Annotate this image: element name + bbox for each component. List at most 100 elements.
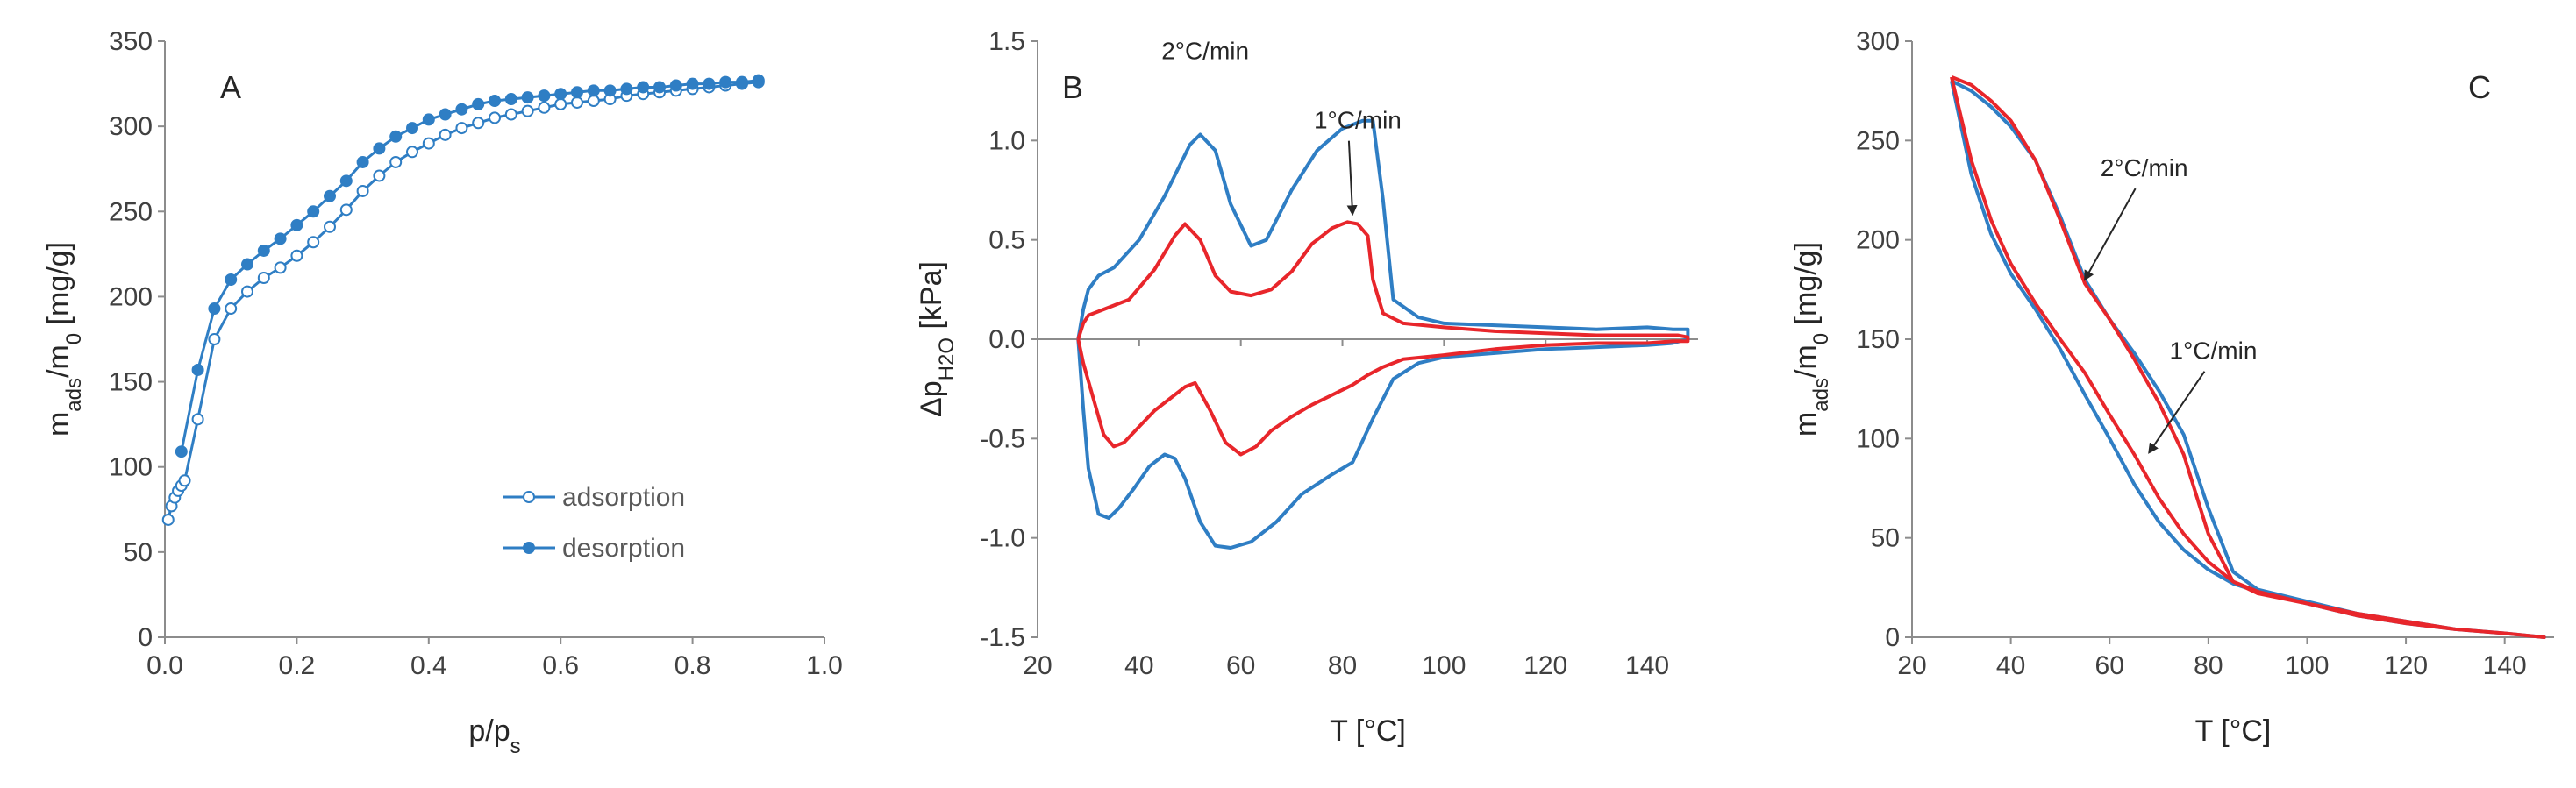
data-point-desorption: [571, 86, 583, 99]
data-point-adsorption: [241, 285, 253, 298]
x-tick-label: 40: [1996, 651, 2025, 680]
data-point-desorption: [439, 108, 452, 121]
data-point-desorption: [241, 258, 253, 271]
data-point-desorption: [521, 91, 534, 104]
data-point-desorption: [620, 82, 633, 96]
data-point-desorption: [389, 130, 403, 143]
data-point-desorption: [356, 155, 369, 168]
x-tick-label: 0.4: [410, 651, 447, 680]
data-point-adsorption: [489, 111, 501, 124]
legend-label: adsorption: [562, 483, 685, 512]
data-point-adsorption: [554, 97, 567, 110]
annotation-label: 1°C/min: [1314, 107, 1402, 134]
data-point-desorption: [686, 77, 699, 90]
data-point-desorption: [538, 89, 551, 103]
x-tick-label: 140: [2483, 651, 2527, 680]
y-tick-label: 0: [1885, 623, 1900, 652]
annotation-arrow: [2148, 371, 2206, 454]
y-tick-label: 300: [109, 112, 153, 141]
x-tick-label: 140: [1625, 651, 1669, 680]
chart-panel-c: 0 50 100 150 200 250 300 20 40 60 80 100 120 140 T [°C…: [1789, 27, 2554, 748]
data-point-adsorption: [178, 474, 191, 487]
data-point-adsorption: [538, 101, 551, 114]
x-tick-label: 40: [1124, 651, 1153, 680]
x-tick-label: 80: [1328, 651, 1357, 680]
y-tick-label: -1.0: [980, 524, 1025, 553]
x-tick-label: 120: [2384, 651, 2428, 680]
y-tick-label: 150: [1856, 325, 1900, 354]
x-tick-label: 100: [2285, 651, 2329, 680]
data-point-desorption: [307, 205, 320, 218]
data-point-adsorption: [504, 108, 517, 121]
data-point-desorption: [504, 93, 517, 106]
y-tick-label: 250: [109, 197, 153, 226]
chart-panel-a: 0 50 100 150 200 250 300 350 0.0 0.2 0.4 0.6 0.8 1.0 p…: [42, 27, 843, 758]
data-point-adsorption: [274, 261, 287, 274]
data-point-desorption: [472, 97, 485, 110]
data-point-desorption: [603, 84, 617, 97]
x-axis-title: T [°C]: [2195, 714, 2272, 748]
data-point-adsorption: [587, 95, 600, 107]
data-point-adsorption: [339, 203, 353, 217]
data-point-adsorption: [307, 236, 320, 249]
x-tick-label: 0.0: [146, 651, 183, 680]
data-point-desorption: [669, 79, 682, 92]
data-point-desorption: [290, 218, 303, 231]
data-point-adsorption: [356, 184, 369, 197]
annotation-label: 1°C/min: [2170, 337, 2258, 365]
data-point-adsorption: [373, 169, 386, 182]
y-tick-label: 150: [109, 368, 153, 397]
data-point-desorption: [257, 244, 270, 257]
y-tick-label: 300: [1856, 27, 1900, 56]
data-point-desorption: [653, 81, 666, 94]
y-tick-label: -0.5: [980, 424, 1025, 453]
data-point-adsorption: [389, 155, 403, 168]
data-point-adsorption: [161, 513, 175, 526]
data-point-desorption: [324, 189, 336, 202]
data-point-adsorption: [439, 128, 452, 141]
annotation-label: 2°C/min: [2101, 154, 2188, 181]
legend-label: desorption: [562, 534, 685, 563]
y-axis-title: ΔpH2O [kPa]: [915, 261, 959, 417]
data-point-desorption: [752, 74, 765, 87]
data-point-adsorption: [257, 272, 270, 285]
y-tick-label: 1.5: [988, 27, 1025, 56]
x-tick-label: 120: [1523, 651, 1567, 680]
x-tick-label: 0.8: [674, 651, 711, 680]
x-tick-label: 1.0: [806, 651, 843, 680]
data-point-desorption: [703, 77, 716, 90]
data-point-adsorption: [324, 220, 336, 233]
y-tick-label: 100: [1856, 424, 1900, 453]
x-tick-label: 100: [1422, 651, 1466, 680]
data-point-adsorption: [521, 104, 534, 117]
data-point-adsorption: [208, 333, 221, 345]
x-tick-label: 80: [2194, 651, 2223, 680]
data-point-desorption: [208, 302, 221, 316]
data-point-desorption: [455, 103, 468, 116]
y-tick-label: 0.5: [988, 226, 1025, 255]
y-tick-label: 200: [109, 282, 153, 311]
panel-label: B: [1062, 69, 1083, 105]
data-point-desorption: [175, 445, 188, 458]
data-point-desorption: [489, 95, 501, 107]
data-point-adsorption: [455, 122, 468, 135]
y-tick-label: 200: [1856, 226, 1900, 255]
series-line-adsorption: [167, 81, 759, 521]
y-tick-label: 250: [1856, 126, 1900, 155]
annotation-arrow: [2084, 188, 2137, 281]
y-axis-title: mads/m0 [mg/g]: [42, 242, 86, 437]
y-tick-label: 1.0: [988, 126, 1025, 155]
panel-label: C: [2468, 69, 2491, 105]
data-point-adsorption: [290, 249, 303, 262]
panel-label: A: [220, 69, 241, 105]
data-point-desorption: [422, 113, 435, 126]
annotation-arrow: [1346, 140, 1358, 217]
y-tick-label: 0.0: [988, 325, 1025, 354]
data-point-desorption: [406, 122, 418, 135]
data-point-desorption: [587, 84, 600, 97]
legend-marker: [523, 542, 535, 554]
y-tick-label: 350: [109, 27, 153, 56]
x-tick-label: 0.6: [542, 651, 579, 680]
data-point-desorption: [554, 88, 567, 101]
